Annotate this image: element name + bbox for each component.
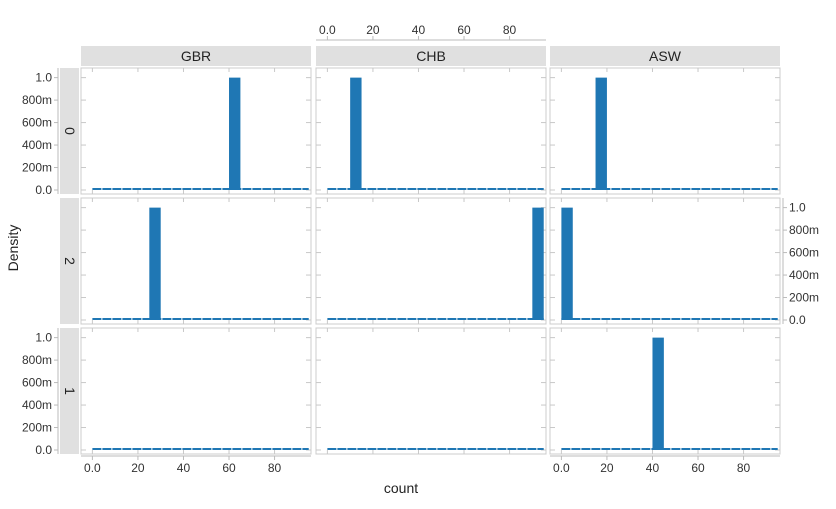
histogram-bar [532,207,544,320]
x-tick-label: 60 [222,461,236,475]
column-strip-asw [550,46,780,66]
panel-2-chb [315,197,547,325]
x-axis-col-gbr: 0.0 20 40 60 80 [81,455,311,475]
histogram-bar [595,77,607,190]
panel-2-gbr [80,197,312,325]
row-label-0: 0 [62,127,78,135]
histogram-bar [652,337,664,450]
y-tick-label: 800m [789,223,819,237]
y-axis-row-2: 0.0 200m 400m 600m 800m 1.0 [782,198,819,327]
row-strip-0 [60,68,79,194]
panel-frame [549,327,781,455]
column-label-asw: ASW [649,48,682,64]
panel-1-chb [315,327,547,455]
y-tick-label: 600m [22,376,52,390]
row-label-1: 1 [62,387,78,395]
x-axis-col-asw: 0.0 20 40 60 80 [550,455,780,475]
y-tick-label: 800m [22,353,52,367]
y-tick-label: 200m [789,291,819,305]
x-tick-label: 40 [412,23,426,37]
y-axis-title: Density [5,225,21,272]
y-tick-label: 1.0 [35,331,52,345]
histogram-bar [561,207,573,320]
y-tick-label: 200m [22,161,52,175]
y-tick-label: 400m [789,268,819,282]
panel-frame [549,67,781,195]
panel-0-chb [315,67,547,195]
y-tick-label: 800m [22,93,52,107]
row-strip-1 [60,328,79,454]
x-tick-label: 20 [366,23,380,37]
x-tick-label: 60 [457,23,471,37]
y-axis-row-0: 0.0 200m 400m 600m 800m 1.0 [22,68,59,197]
panel-frame [315,197,547,325]
x-tick-label: 0.0 [84,461,101,475]
y-tick-label: 1.0 [789,201,806,215]
panel-frame [315,327,547,455]
column-label-gbr: GBR [181,48,211,64]
row-strip-2 [60,198,79,324]
column-strip-chb [316,46,546,66]
histogram-bar [350,77,362,190]
y-tick-label: 0.0 [35,183,52,197]
y-tick-label: 200m [22,421,52,435]
panel-frame [549,197,781,325]
panel-0-asw [549,67,781,195]
x-tick-label: 0.0 [553,461,570,475]
panel-frame [80,67,312,195]
facet-strips: GBR CHB ASW 0 2 1 [60,46,780,454]
x-axis-title: count [384,480,418,496]
axes-layer: 0.0200m400m600m800m1.00.0200m400m600m800… [22,23,819,475]
y-tick-label: 0.0 [35,443,52,457]
y-tick-label: 400m [22,138,52,152]
column-strip-gbr [81,46,311,66]
y-tick-label: 600m [22,116,52,130]
panel-frame [80,197,312,325]
y-axis-row-1: 0.0 200m 400m 600m 800m 1.0 [22,328,59,457]
histogram-bar [149,207,161,320]
row-label-2: 2 [62,257,78,265]
panel-1-asw [549,327,781,455]
panel-frame [80,327,312,455]
x-axis-col-chb: 0.0 20 40 60 80 [316,23,546,41]
x-tick-label: 60 [691,461,705,475]
x-tick-label: 20 [131,461,145,475]
x-tick-label: 40 [646,461,660,475]
y-tick-label: 600m [789,246,819,260]
x-tick-label: 80 [268,461,282,475]
x-tick-label: 20 [600,461,614,475]
x-tick-label: 0.0 [319,23,336,37]
y-tick-label: 0.0 [789,313,806,327]
panel-0-gbr [80,67,312,195]
panel-2-asw [549,197,781,325]
x-tick-label: 40 [177,461,191,475]
panel-1-gbr [80,327,312,455]
x-tick-label: 80 [503,23,517,37]
histogram-bar [229,77,241,190]
panels-layer [80,67,781,455]
y-tick-label: 400m [22,398,52,412]
y-tick-label: 1.0 [35,71,52,85]
column-label-chb: CHB [416,48,446,64]
x-tick-label: 80 [737,461,751,475]
